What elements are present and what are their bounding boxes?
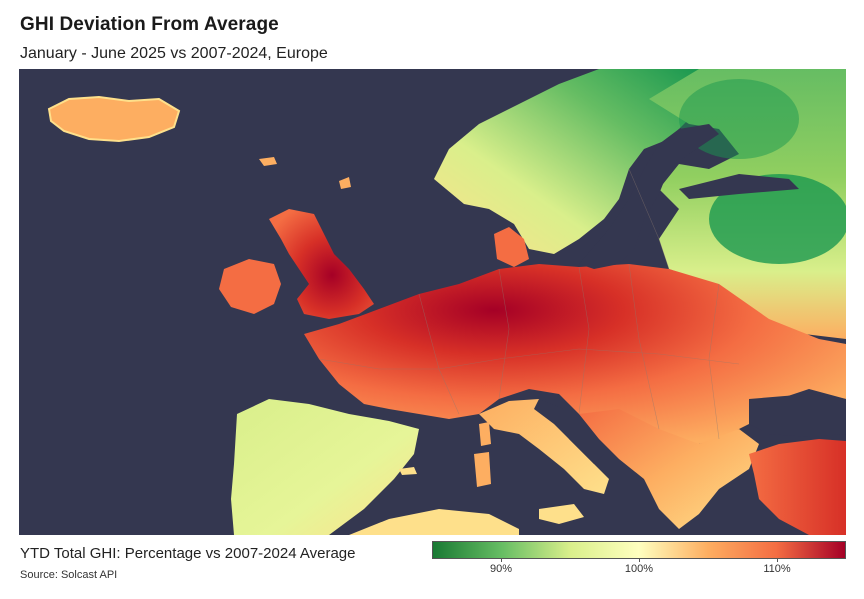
balkans <box>579 409 759 529</box>
adriatic-sea <box>534 399 604 464</box>
chart-title: GHI Deviation From Average <box>20 14 279 35</box>
color-scale-bar <box>432 541 846 559</box>
central-europe <box>304 264 846 449</box>
legend-title: YTD Total GHI: Percentage vs 2007-2024 A… <box>20 545 356 562</box>
tick-label: 110% <box>763 563 791 575</box>
europe-map <box>47 69 846 535</box>
dark-green-zone <box>709 174 846 264</box>
chart-subtitle: January - June 2025 vs 2007-2024, Europe <box>20 45 328 62</box>
country-borders <box>318 168 740 440</box>
tick-label: 90% <box>489 563 513 575</box>
tick-mark <box>639 559 640 562</box>
great-britain <box>269 209 374 319</box>
sicily <box>539 504 584 524</box>
italy <box>479 399 609 494</box>
tick-mark <box>501 559 502 562</box>
baltic-sea <box>579 124 719 269</box>
iceland <box>47 95 181 143</box>
tick-mark <box>777 559 778 562</box>
map-panel <box>19 69 846 535</box>
scandinavia <box>434 69 699 254</box>
denmark <box>494 227 529 267</box>
black-sea <box>749 394 846 437</box>
corsica <box>479 422 491 446</box>
ireland <box>219 259 281 314</box>
sardinia <box>474 452 491 487</box>
turkey <box>749 439 846 535</box>
tick-label: 100% <box>624 563 654 575</box>
iberia <box>231 399 419 535</box>
source-note: Source: Solcast API <box>20 569 118 581</box>
north-africa <box>349 509 519 535</box>
